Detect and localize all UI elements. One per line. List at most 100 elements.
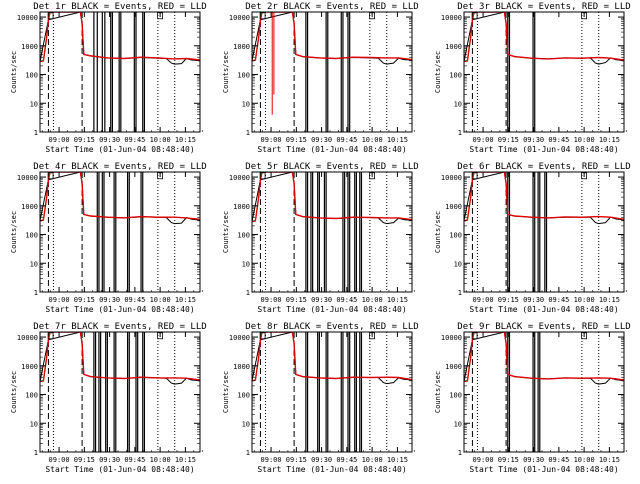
x-tick-label: 09:30 [99, 136, 120, 144]
x-tick-label: 10:00 [362, 136, 383, 144]
y-tick-label: 10 [454, 100, 462, 108]
y-tick-label: 1000 [233, 43, 250, 51]
y-axis-title: Counts/sec [222, 51, 230, 93]
detector-panel-4: Det 4r BLACK = Events, RED = LLD 1 10 100 10… [10, 162, 207, 314]
x-tick-label: 09:45 [336, 296, 357, 304]
marker-box [471, 172, 478, 180]
plot-area [252, 172, 412, 292]
series-line-lld [252, 332, 412, 382]
series-line-events [40, 172, 200, 225]
x-tick-label: 09:15 [74, 136, 95, 144]
y-tick-label: 10000 [229, 334, 250, 342]
y-tick-label: 10 [242, 100, 250, 108]
panel-title: Det 3r BLACK = Events, RED = LLD [457, 2, 630, 12]
y-tick-label: 10000 [17, 14, 38, 22]
series-line-lld [464, 172, 624, 222]
panel-title: Det 1r BLACK = Events, RED = LLD [33, 2, 206, 12]
y-tick-label: 1000 [445, 203, 462, 211]
x-tick-label: 09:00 [261, 296, 282, 304]
y-tick-label: 10000 [441, 14, 462, 22]
x-tick-label: 09:30 [523, 136, 544, 144]
series-line-lld [252, 12, 412, 62]
series-line-events [252, 332, 412, 385]
marker-box [259, 332, 266, 340]
y-tick-label: 1 [34, 129, 38, 137]
x-axis-title: Start Time (01-Jun-04 08:48:40) [469, 305, 618, 314]
x-tick-label: 09:00 [261, 136, 282, 144]
marker-box [259, 12, 266, 20]
x-tick-label: 10:00 [574, 136, 595, 144]
x-tick-label: 10:00 [362, 296, 383, 304]
y-tick-label: 100 [449, 72, 462, 80]
x-axis-title: Start Time (01-Jun-04 08:48:40) [45, 305, 194, 314]
x-tick-label: 09:30 [311, 136, 332, 144]
y-tick-label: 10 [30, 260, 38, 268]
y-axis-title: Counts/sec [434, 51, 442, 93]
series-line-lld [464, 12, 624, 63]
x-tick-label: 09:00 [49, 296, 70, 304]
panel-title: Det 5r BLACK = Events, RED = LLD [245, 162, 418, 172]
x-axis-title: Start Time (01-Jun-04 08:48:40) [45, 465, 194, 474]
plot-frame [39, 171, 201, 293]
y-tick-label: 100 [237, 392, 250, 400]
y-tick-label: 1 [34, 449, 38, 457]
y-tick-label: 100 [25, 392, 38, 400]
x-axis-title: Start Time (01-Jun-04 08:48:40) [45, 145, 194, 154]
x-tick-label: 09:45 [548, 136, 569, 144]
x-tick-label: 09:15 [286, 136, 307, 144]
x-tick-label: 09:00 [261, 456, 282, 464]
x-tick-label: 10:15 [175, 136, 196, 144]
x-tick-label: 09:30 [311, 296, 332, 304]
x-tick-label: 10:15 [599, 456, 620, 464]
y-tick-label: 10 [454, 420, 462, 428]
detector-panel-5: Det 5r BLACK = Events, RED = LLD 1 10 100 10… [222, 162, 419, 314]
x-axis-title: Start Time (01-Jun-04 08:48:40) [469, 465, 618, 474]
detector-panel-6: Det 6r BLACK = Events, RED = LLD 1 10 100 10… [434, 162, 631, 314]
y-tick-label: 10000 [441, 174, 462, 182]
plot-frame [463, 171, 625, 293]
y-tick-label: 10000 [229, 174, 250, 182]
y-tick-label: 1 [458, 289, 462, 297]
plot-frame [251, 171, 413, 293]
y-tick-label: 10000 [441, 334, 462, 342]
y-tick-label: 10000 [17, 174, 38, 182]
series-line-lld [252, 172, 412, 223]
x-tick-label: 10:15 [387, 456, 408, 464]
x-tick-label: 09:15 [74, 296, 95, 304]
y-axis-title: Counts/sec [434, 371, 442, 413]
y-tick-label: 1000 [445, 43, 462, 51]
plot-frame [251, 331, 413, 453]
series-line-lld [40, 12, 200, 63]
x-tick-label: 09:15 [498, 136, 519, 144]
x-tick-label: 09:30 [523, 456, 544, 464]
y-tick-label: 10 [242, 260, 250, 268]
y-axis-title: Counts/sec [10, 211, 18, 253]
plot-frame [251, 11, 413, 133]
x-tick-label: 09:00 [473, 136, 494, 144]
plot-frame [463, 11, 625, 133]
series-line-events [252, 172, 412, 225]
y-tick-label: 10000 [229, 14, 250, 22]
y-tick-label: 1 [458, 129, 462, 137]
x-tick-label: 09:30 [99, 456, 120, 464]
series-line-lld [40, 172, 200, 222]
y-tick-label: 10 [30, 100, 38, 108]
y-tick-label: 1 [246, 289, 250, 297]
x-axis-title: Start Time (01-Jun-04 08:48:40) [469, 145, 618, 154]
x-tick-label: 10:15 [599, 136, 620, 144]
x-tick-label: 10:15 [599, 296, 620, 304]
plot-area [464, 12, 624, 132]
plot-area [464, 332, 624, 452]
x-tick-label: 09:45 [336, 136, 357, 144]
x-tick-label: 10:00 [150, 136, 171, 144]
y-tick-label: 1000 [21, 43, 38, 51]
series-line-events [464, 172, 624, 225]
detector-panel-9: Det 9r BLACK = Events, RED = LLD 1 10 100 10… [434, 322, 631, 474]
plot-area [464, 172, 624, 292]
y-tick-label: 10 [242, 420, 250, 428]
y-tick-label: 100 [449, 392, 462, 400]
x-tick-label: 09:45 [124, 136, 145, 144]
x-tick-label: 09:00 [473, 296, 494, 304]
